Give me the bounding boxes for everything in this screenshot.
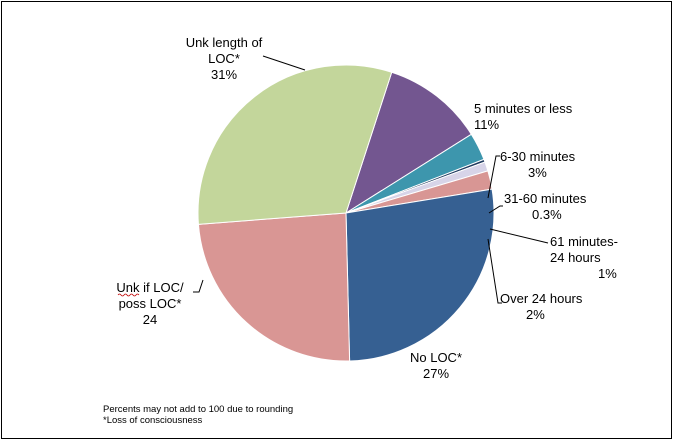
spellcheck-underline xyxy=(117,293,140,297)
slice-label: Unk length of LOC* 31% xyxy=(186,35,263,82)
leader-line xyxy=(262,55,306,71)
leader-line xyxy=(487,238,502,304)
footnote-loc-definition: *Loss of consciousness xyxy=(103,415,203,426)
footnote-rounding: Percents may not add to 100 due to round… xyxy=(103,404,294,415)
slice-label: Over 24 hours 2% xyxy=(500,291,583,322)
slice-label: Unk if LOC/poss LOC* 24 xyxy=(116,280,184,327)
leader-line xyxy=(488,205,503,214)
slice-label: No LOC* 27% xyxy=(410,350,462,381)
slice-label: 6-30 minutes 3% xyxy=(500,149,576,180)
pie-slice xyxy=(345,188,495,362)
leader-line xyxy=(489,228,549,244)
slice-label: 5 minutes or less 11% xyxy=(474,101,573,132)
pie-slice xyxy=(197,64,393,225)
slice-label: 31-60 minutes 0.3% xyxy=(504,191,587,222)
leader-line xyxy=(487,155,500,199)
leader-line xyxy=(193,279,204,293)
pie-slice xyxy=(197,212,351,362)
pie-slice xyxy=(345,71,473,215)
slice-label: 61 minutes-24 hours 1% xyxy=(550,234,618,281)
